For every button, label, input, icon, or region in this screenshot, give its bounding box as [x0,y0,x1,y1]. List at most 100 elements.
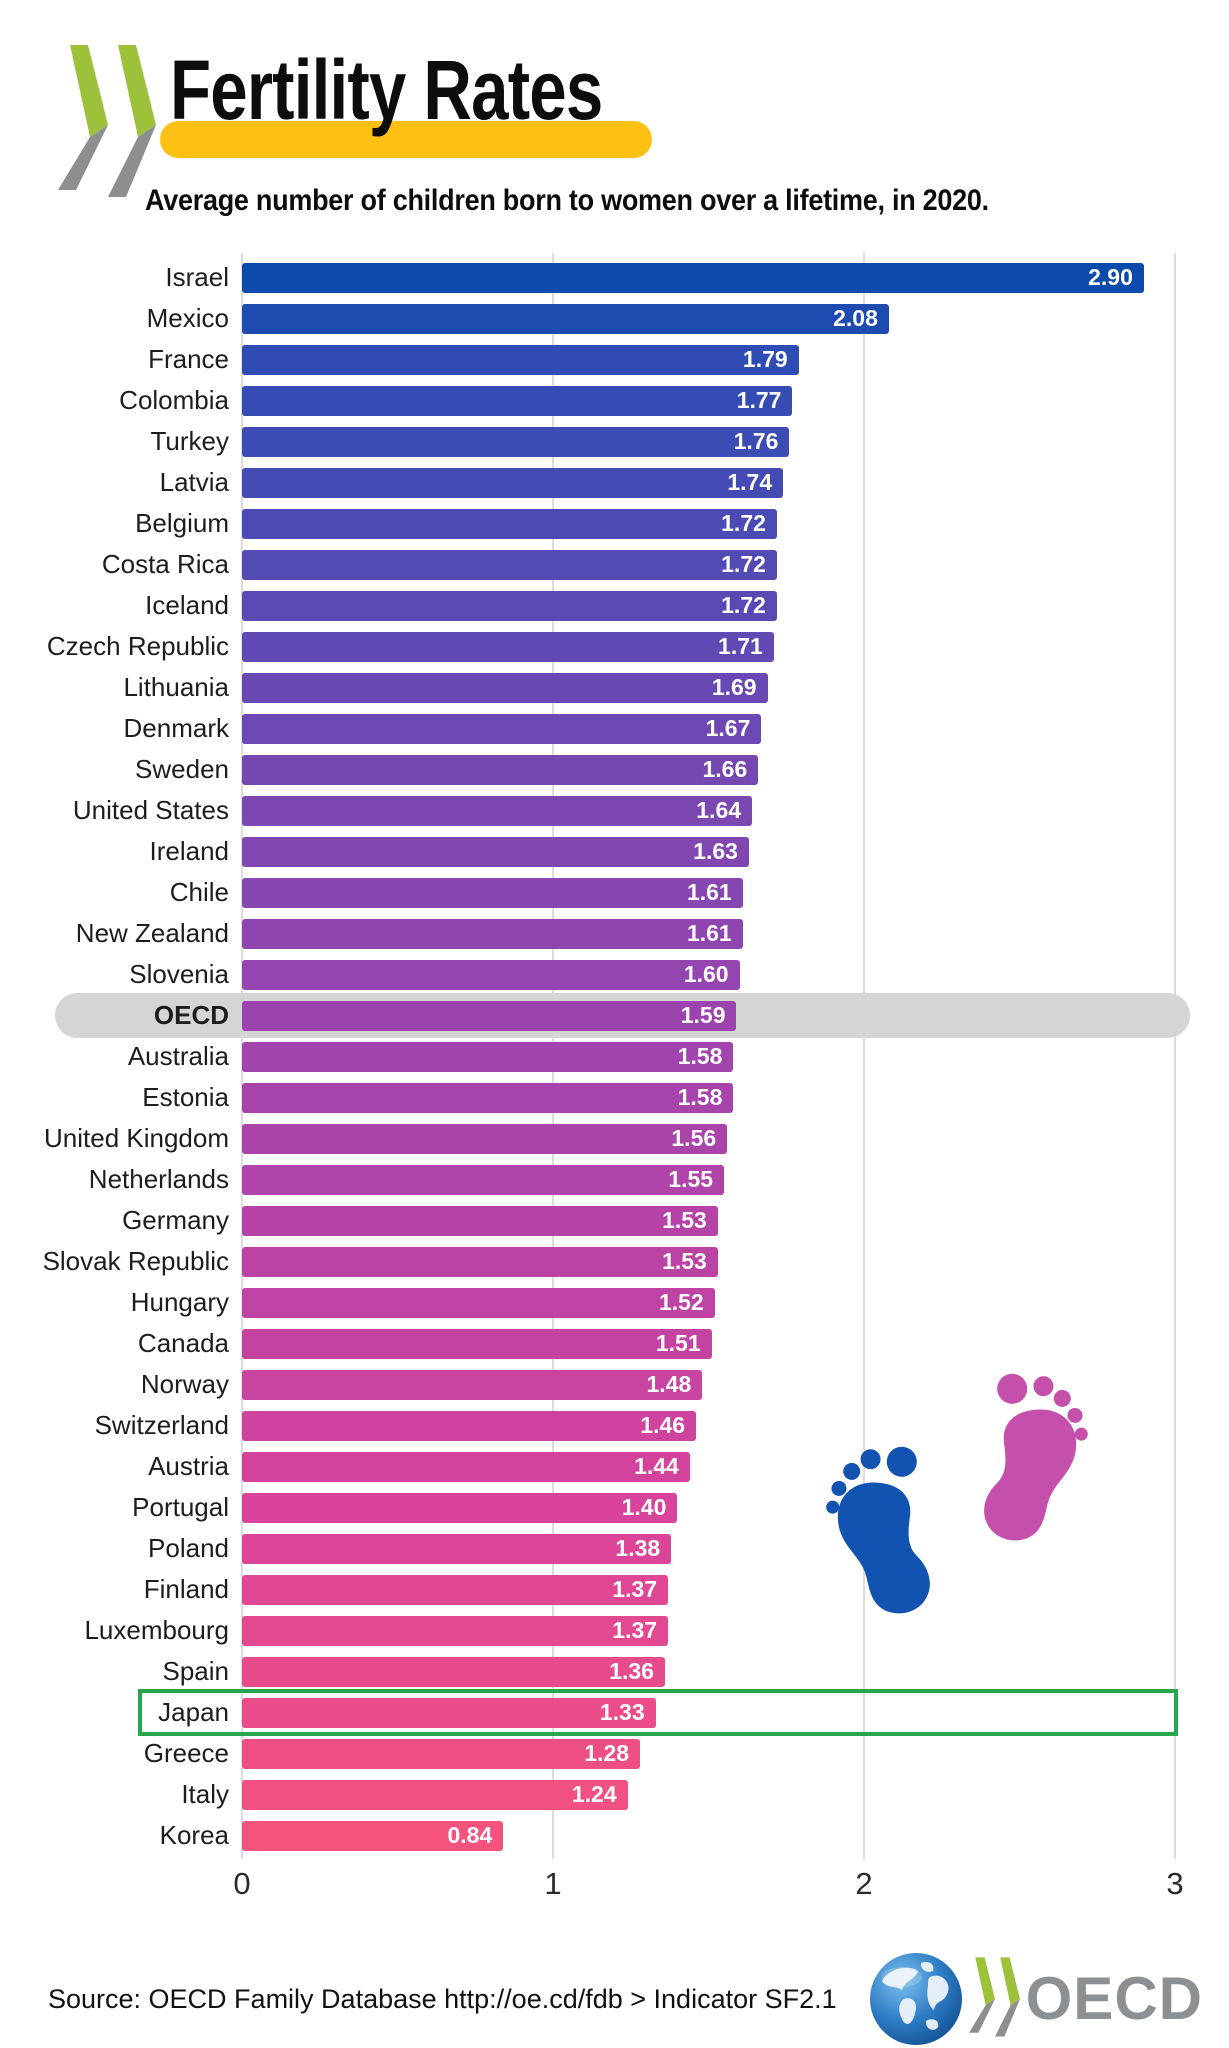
row-label: Finland [143,1574,229,1604]
bar: 1.64 [242,795,753,826]
bar-value-label: 2.08 [833,305,878,331]
chart-row: Iceland 1.72 [0,585,1175,626]
chart-row: France 1.79 [0,339,1175,380]
row-plot: 1.53 [242,1205,1175,1236]
chart-row: Switzerland 1.46 [0,1405,1175,1446]
x-axis: 0 1 2 3 [233,1862,1183,1908]
row-label: Latvia [159,467,229,497]
row-plot: 1.40 [242,1492,1175,1523]
bar: 1.52 [242,1287,715,1318]
row-label: France [148,344,229,374]
bar: 1.60 [242,959,740,990]
bar-value-label: 1.28 [584,1740,630,1766]
row-plot: 1.76 [242,426,1175,457]
bar: 1.71 [242,631,774,662]
row-label: United Kingdom [44,1123,229,1153]
row-label: Germany [122,1205,229,1235]
bar: 1.24 [242,1779,628,1810]
japan-highlight-box [138,1689,1178,1736]
x-axis-tick: 1 [544,1866,562,1901]
bar-value-label: 1.72 [721,510,766,536]
row-plot: 1.44 [242,1451,1175,1482]
chart-row: Canada 1.51 [0,1323,1175,1364]
row-label: Chile [169,877,229,907]
row-label: Lithuania [123,672,229,702]
bar: 1.59 [242,1000,737,1031]
row-label: OECD [153,1000,229,1030]
chart-row: Estonia 1.58 [0,1077,1175,1118]
bar: 1.33 [242,1697,656,1728]
bar-value-label: 1.36 [609,1658,654,1684]
chart-row: Czech Republic 1.71 [0,626,1175,667]
chart-row: Slovak Republic 1.53 [0,1241,1175,1282]
chart-row: New Zealand 1.61 [0,913,1175,954]
row-label: Luxembourg [84,1615,229,1645]
chart-row: United Kingdom 1.56 [0,1118,1175,1159]
chart-row: Ireland 1.63 [0,831,1175,872]
row-label: Mexico [146,303,229,333]
bar: 1.44 [242,1451,690,1482]
chart-row: Finland 1.37 [0,1569,1175,1610]
chart-row: Colombia 1.77 [0,380,1175,421]
chart-row: Mexico 2.08 [0,298,1175,339]
bar: 1.40 [242,1492,678,1523]
bar-value-label: 1.40 [621,1494,667,1520]
row-plot: 1.37 [242,1615,1175,1646]
row-plot: 1.55 [242,1164,1175,1195]
page-title: Fertility Rates [170,43,603,137]
bar: 1.69 [242,672,768,703]
bar: 1.79 [242,344,799,375]
row-plot: 1.61 [242,918,1175,949]
bar: 1.53 [242,1246,718,1277]
chart-row: Israel 2.90 [0,257,1175,298]
row-label: Canada [137,1328,229,1358]
row-plot: 1.33 [242,1697,1175,1728]
row-label: Iceland [145,590,229,620]
bar: 2.90 [242,262,1144,293]
row-plot: 1.67 [242,713,1175,744]
row-label: Colombia [119,385,229,415]
row-plot: 1.72 [242,508,1175,539]
bar-value-label: 1.66 [702,756,748,782]
bar-value-label: 1.48 [646,1371,692,1397]
chart-row: United States 1.64 [0,790,1175,831]
x-axis-tick: 2 [855,1866,873,1901]
bar: 0.84 [242,1820,504,1851]
row-label: Slovenia [129,959,229,989]
bar-value-label: 1.51 [655,1330,701,1356]
row-plot: 1.37 [242,1574,1175,1605]
bar-value-label: 1.69 [711,674,757,700]
bar-value-label: 1.38 [615,1535,661,1561]
row-plot: 1.60 [242,959,1175,990]
row-label: Switzerland [94,1410,229,1440]
bar: 1.58 [242,1082,734,1113]
bar: 1.61 [242,877,743,908]
chart-row: Poland 1.38 [0,1528,1175,1569]
row-label: Korea [159,1820,229,1850]
row-label: Belgium [135,508,229,538]
chart-row: Hungary 1.52 [0,1282,1175,1323]
chart-row: Belgium 1.72 [0,503,1175,544]
bar-value-label: 1.53 [662,1248,707,1274]
row-label: Norway [140,1369,229,1399]
row-plot: 1.72 [242,549,1175,580]
row-label: Denmark [123,713,229,743]
chart-row: Denmark 1.67 [0,708,1175,749]
row-plot: 2.08 [242,303,1175,334]
bar-value-label: 1.58 [677,1084,723,1110]
bar-value-label: 2.90 [1088,264,1133,290]
row-label: Costa Rica [101,549,229,579]
row-plot: 1.74 [242,467,1175,498]
bar-value-label: 1.71 [718,633,763,659]
bar: 1.61 [242,918,743,949]
bar: 1.55 [242,1164,725,1195]
row-label: United States [72,795,229,825]
chart-row: Lithuania 1.69 [0,667,1175,708]
oecd-chevrons-icon [58,45,156,197]
bar: 1.76 [242,426,790,457]
oecd-chevrons-icon [968,1957,1020,2037]
row-plot: 1.66 [242,754,1175,785]
row-plot: 1.77 [242,385,1175,416]
bar: 1.37 [242,1615,669,1646]
bar: 1.28 [242,1738,641,1769]
